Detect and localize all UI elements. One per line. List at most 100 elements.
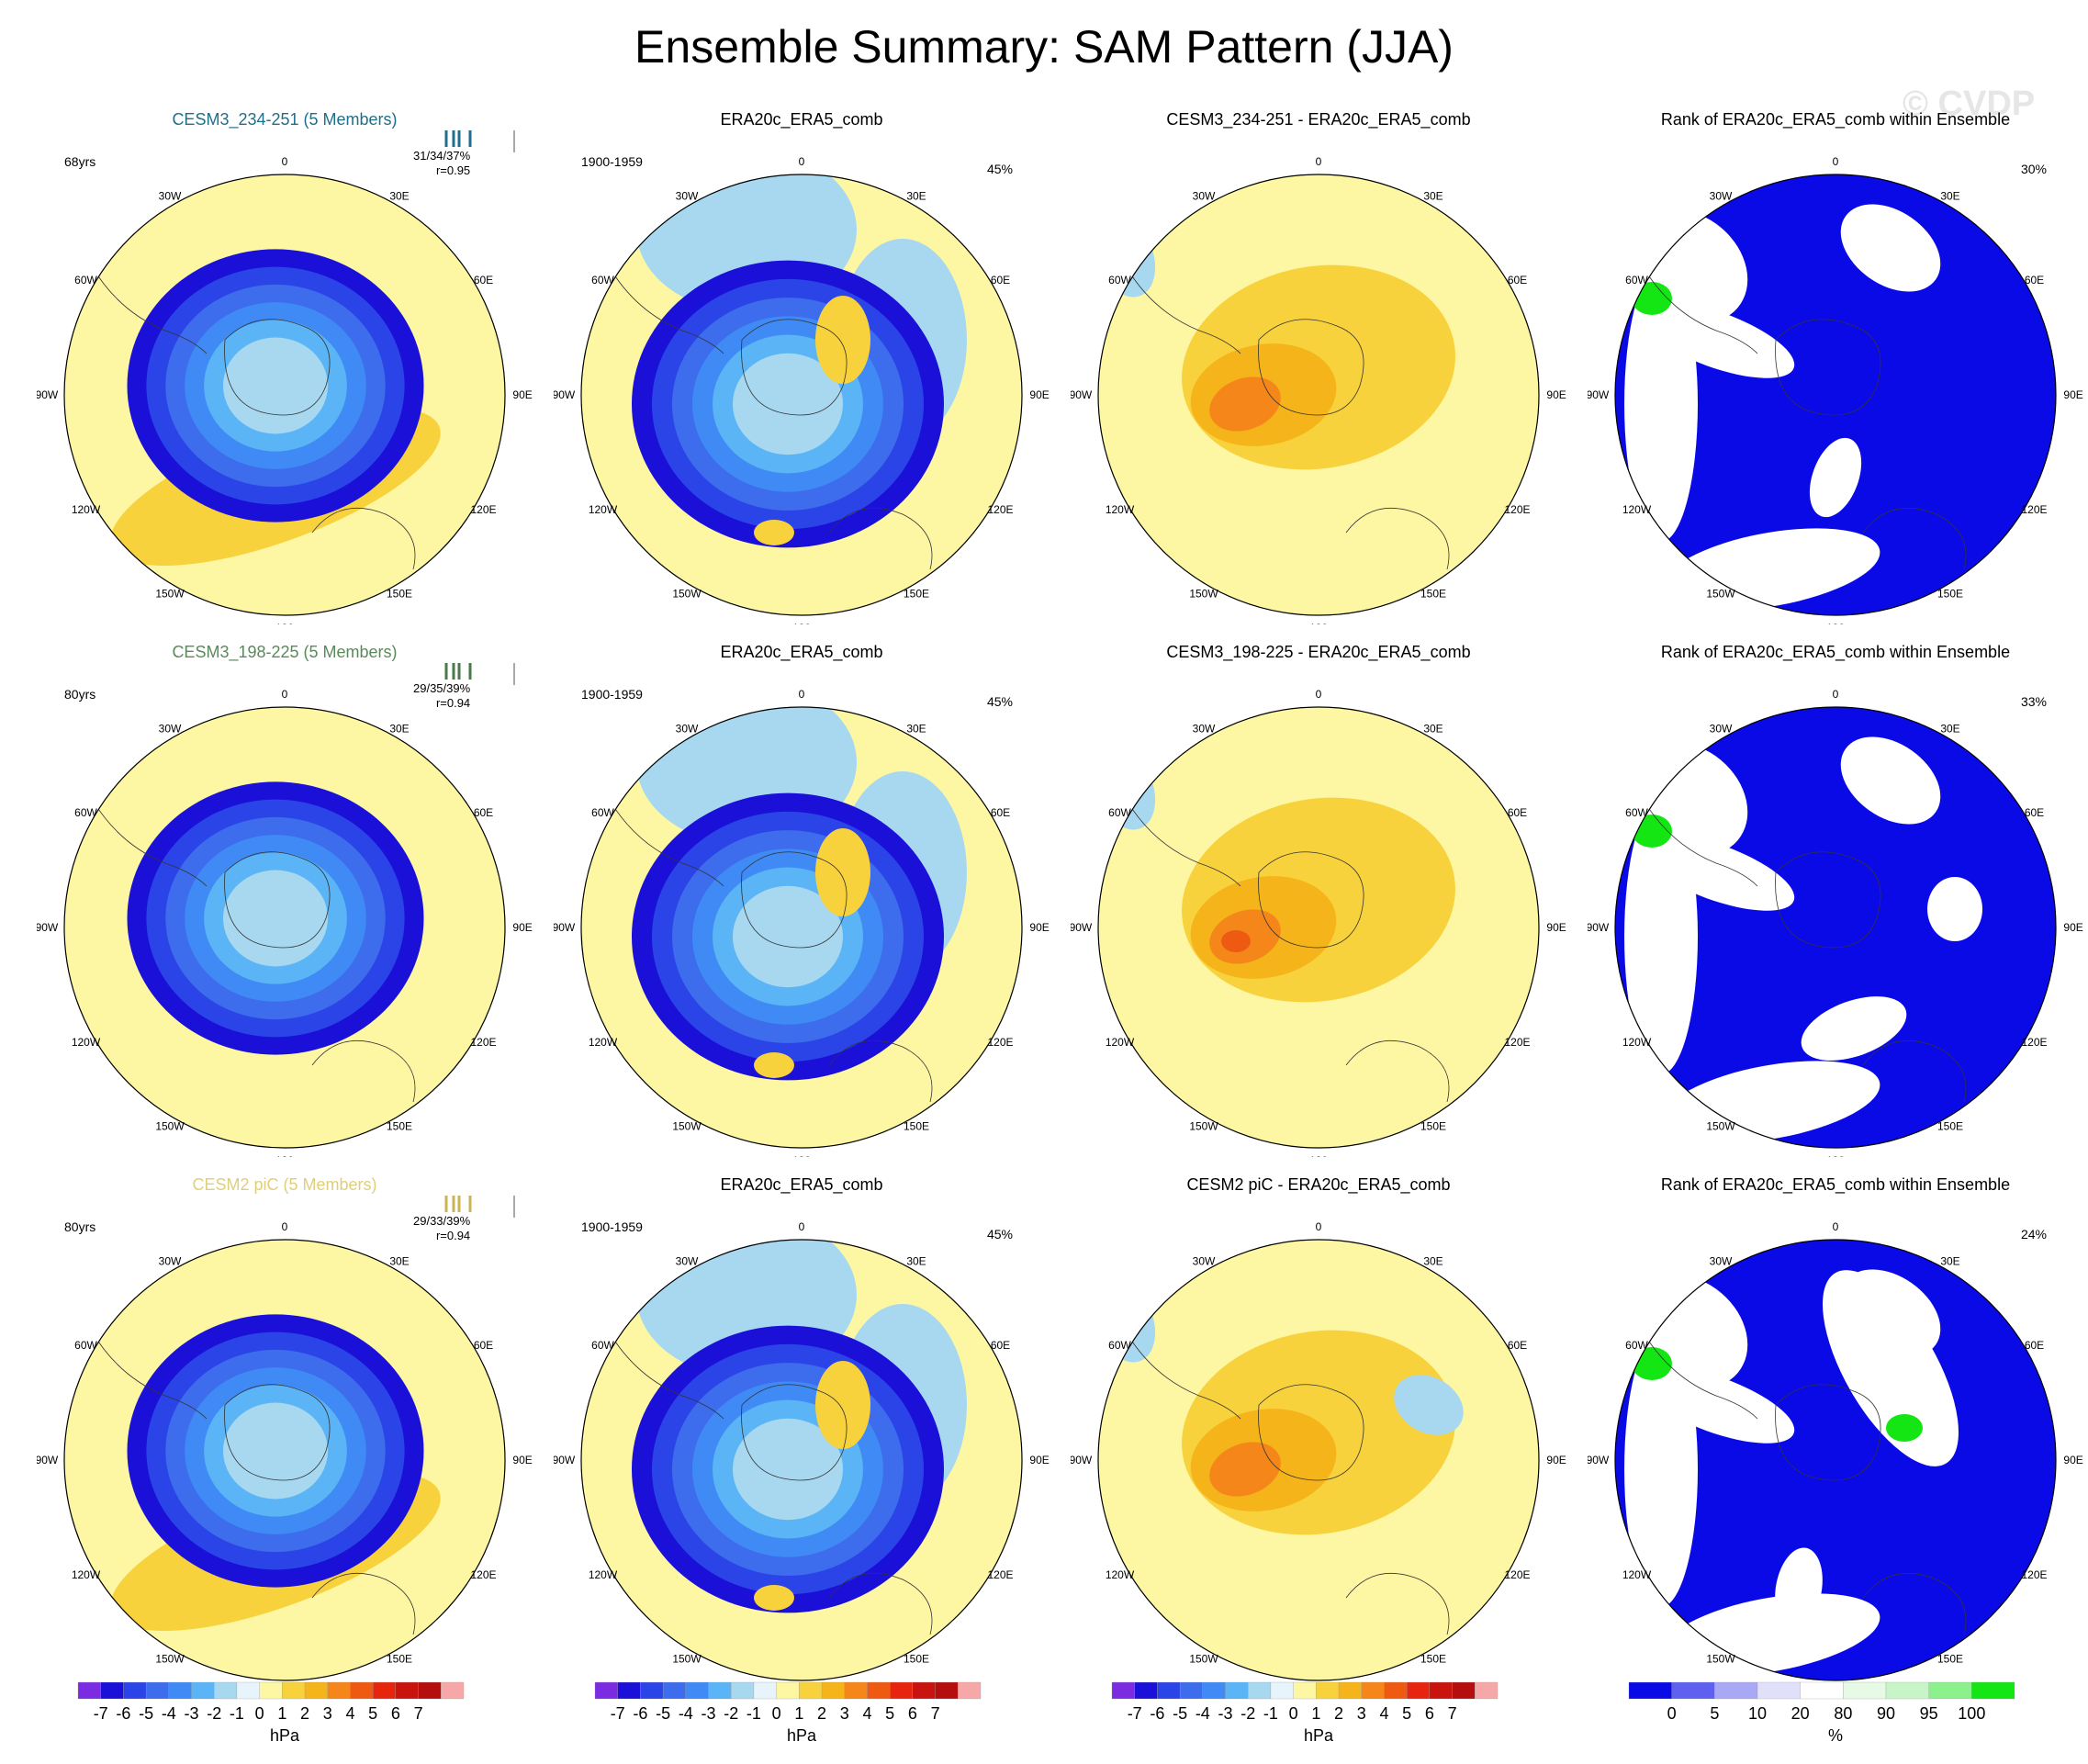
colorbar-swatch: [1843, 1681, 1887, 1700]
longitude-label: 30W: [1193, 722, 1216, 735]
colorbar-tick-label: 6: [908, 1704, 917, 1723]
pressure-colorbar: -7 -6 -5 -4 -3 -2 -1 0 1 2 3 4 5 6 7 hPa: [37, 1680, 533, 1745]
antarctica-outline: [741, 851, 848, 949]
longitude-label: 150E: [387, 1120, 412, 1133]
map-panel-r3c3: CESM2 piC - ERA20c_ERA5_comb 0 30E 60E 90E 12…: [1071, 1175, 1566, 1690]
map-panel-r2c2: ERA20c_ERA5_comb 1900-1959 45% 0 30E 60E 90E 12…: [554, 643, 1050, 1157]
map-panel-r3c1: CESM2 piC (5 Members) 80yrs 29/33/39% r=0.9…: [37, 1175, 533, 1690]
colorbar-unit: hPa: [269, 1726, 300, 1745]
panel-right-annotation: 24%: [2020, 1227, 2047, 1242]
contour-low-1: [733, 353, 843, 455]
longitude-label: 60W: [1108, 274, 1131, 287]
longitude-label: 60W: [74, 806, 97, 819]
longitude-label: 30E: [1940, 189, 1959, 202]
longitude-label: 150W: [672, 1653, 702, 1666]
colorbar-tick-label: 5: [885, 1704, 894, 1723]
longitude-label: 30W: [676, 189, 699, 202]
rank-green-region: [1886, 1414, 1923, 1442]
longitude-label: 150W: [1706, 1653, 1735, 1666]
longitude-label: 60W: [1625, 274, 1648, 287]
longitude-label: 30E: [1940, 1254, 1959, 1267]
colorbar-swatch: [282, 1681, 306, 1700]
longitude-label: 120E: [987, 1568, 1013, 1581]
colorbar-swatch: [640, 1681, 664, 1700]
longitude-label: 0: [1316, 155, 1322, 168]
longitude-label: 180: [792, 1154, 811, 1157]
diff-contour-5: [1221, 930, 1251, 952]
longitude-label: 120E: [1504, 503, 1530, 516]
south-america-outline: [608, 798, 724, 887]
rank-colorbar: 0 5 10 20 80 90 95 100%: [1588, 1680, 2083, 1745]
longitude-label: 90W: [554, 921, 576, 934]
ensemble-stats: 29/33/39% r=0.94: [413, 1214, 470, 1243]
panel-left-annotation: 1900-1959: [581, 687, 643, 702]
longitude-label: 0: [282, 688, 288, 701]
colorbar-swatch: [731, 1681, 755, 1700]
longitude-label: 150E: [1937, 1653, 1963, 1666]
colorbar-swatch: [1338, 1681, 1362, 1700]
longitude-label: 90W: [1588, 1454, 1610, 1466]
longitude-label: 120E: [987, 1036, 1013, 1049]
colorbar-tick-label: -5: [656, 1704, 670, 1723]
colorbar-tick-label: 2: [300, 1704, 309, 1723]
longitude-label: 120E: [2021, 503, 2047, 516]
longitude-label: 120W: [1622, 503, 1652, 516]
australia-outline: [311, 508, 416, 570]
colorbar-tick-label: -7: [1128, 1704, 1142, 1723]
longitude-label: 90W: [1071, 921, 1093, 934]
australia-outline: [1862, 1040, 1967, 1103]
colorbar-swatch: [662, 1681, 686, 1700]
south-america-outline: [1642, 265, 1758, 354]
longitude-label: 90W: [554, 388, 576, 401]
longitude-label: 150E: [904, 588, 929, 601]
positive-anomaly-blob: [754, 520, 794, 545]
map-border: [1097, 1239, 1540, 1681]
longitude-label: 30W: [159, 722, 182, 735]
map-panel-r1c2: ERA20c_ERA5_comb 1900-1959 45% 0 30E 60E 90E 12…: [554, 110, 1050, 624]
colorbar-tick-label: 80: [1834, 1704, 1852, 1723]
longitude-label: 60E: [991, 274, 1010, 287]
longitude-label: 180: [1826, 1154, 1845, 1157]
longitude-label: 90W: [554, 1454, 576, 1466]
map-fill: [1098, 1240, 1539, 1680]
antarctica-outline: [1775, 1384, 1881, 1481]
colorbar-swatch: [1429, 1681, 1453, 1700]
colorbar-tick-label: -2: [207, 1704, 221, 1723]
colorbar-swatch: [259, 1681, 283, 1700]
colorbar-tick-label: 0: [255, 1704, 264, 1723]
rank-white-region: [1840, 736, 1941, 825]
longitude-label: 90E: [1029, 921, 1049, 934]
map-fill: [1615, 707, 2056, 1148]
longitude-label: 0: [799, 155, 805, 168]
longitude-label: 120W: [1106, 503, 1135, 516]
colorbar-tick-label: 10: [1748, 1704, 1767, 1723]
longitude-label: 120W: [1106, 1036, 1135, 1049]
panel-title: ERA20c_ERA5_comb: [720, 643, 883, 661]
colorbar-tick-label: -3: [1218, 1704, 1233, 1723]
longitude-label: 150W: [672, 1120, 702, 1133]
longitude-label: 180: [275, 1154, 294, 1157]
longitude-label: 60W: [1625, 1339, 1648, 1352]
map-border: [63, 706, 506, 1149]
longitude-label: 90E: [2063, 388, 2082, 401]
colorbar-swatch: [1671, 1681, 1715, 1700]
longitude-label: 30E: [389, 1254, 409, 1267]
longitude-label: 0: [1316, 1220, 1322, 1233]
colorbar-tick-label: 0: [1289, 1704, 1298, 1723]
ensemble-correlation: r=0.94: [435, 1229, 471, 1242]
colorbar-tick-label: -1: [230, 1704, 244, 1723]
longitude-label: 0: [1833, 1220, 1839, 1233]
map-fill: [581, 707, 1022, 1148]
longitude-label: 150E: [1420, 588, 1446, 601]
rank-white-region: [1927, 877, 1982, 941]
longitude-label: 120E: [470, 503, 496, 516]
colorbar-swatch: [191, 1681, 215, 1700]
colorbar-swatch: [1248, 1681, 1272, 1700]
panel-title: CESM2 piC - ERA20c_ERA5_comb: [1186, 1175, 1451, 1194]
australia-outline: [311, 1573, 416, 1635]
panel-title: CESM2 piC (5 Members): [192, 1175, 377, 1194]
south-america-outline: [91, 1331, 208, 1420]
longitude-label: 60E: [1508, 1339, 1527, 1352]
longitude-label: 180: [1309, 622, 1328, 624]
panel-title: Rank of ERA20c_ERA5_comb within Ensemble: [1660, 643, 2011, 661]
